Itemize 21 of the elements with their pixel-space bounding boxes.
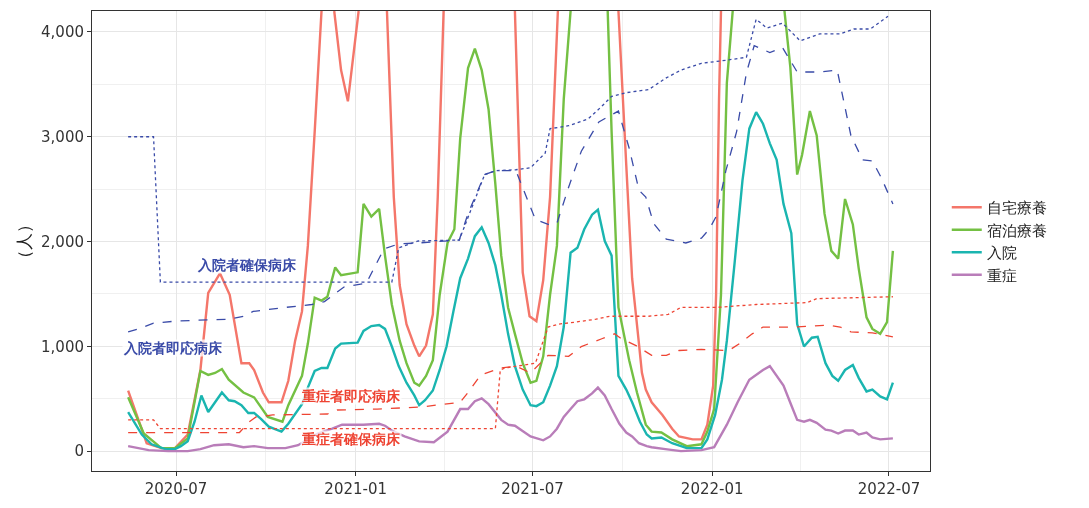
x-tick-label: 2021-01: [324, 480, 388, 498]
y-tick-label: 1,000: [41, 337, 84, 356]
series-label: 重症者即応病床: [301, 388, 401, 404]
y-tick-label: 4,000: [41, 23, 84, 42]
y-tick-label: 2,000: [41, 232, 84, 251]
legend-label: 宿泊療養: [986, 221, 1047, 240]
series-label: 入院者確保病床: [197, 257, 297, 273]
x-tick-label: 2022-01: [680, 480, 744, 498]
x-tick-label: 2020-07: [144, 480, 208, 498]
x-tick-label: 2022-07: [857, 480, 921, 498]
y-axis-title: （人）: [13, 215, 34, 267]
line-series: [126, 364, 895, 453]
y-tick-label: 3,000: [41, 127, 84, 146]
legend-label: 重症: [986, 266, 1017, 285]
series-label: 入院者即応病床: [123, 340, 223, 356]
legend-label: 入院: [986, 244, 1017, 263]
x-tick-label: 2021-07: [501, 480, 564, 498]
series-label: 重症者確保病床: [301, 431, 401, 447]
line-series: [126, 110, 895, 451]
y-tick-label: 0: [74, 442, 84, 461]
legend-label: 自宅療養: [986, 199, 1047, 218]
